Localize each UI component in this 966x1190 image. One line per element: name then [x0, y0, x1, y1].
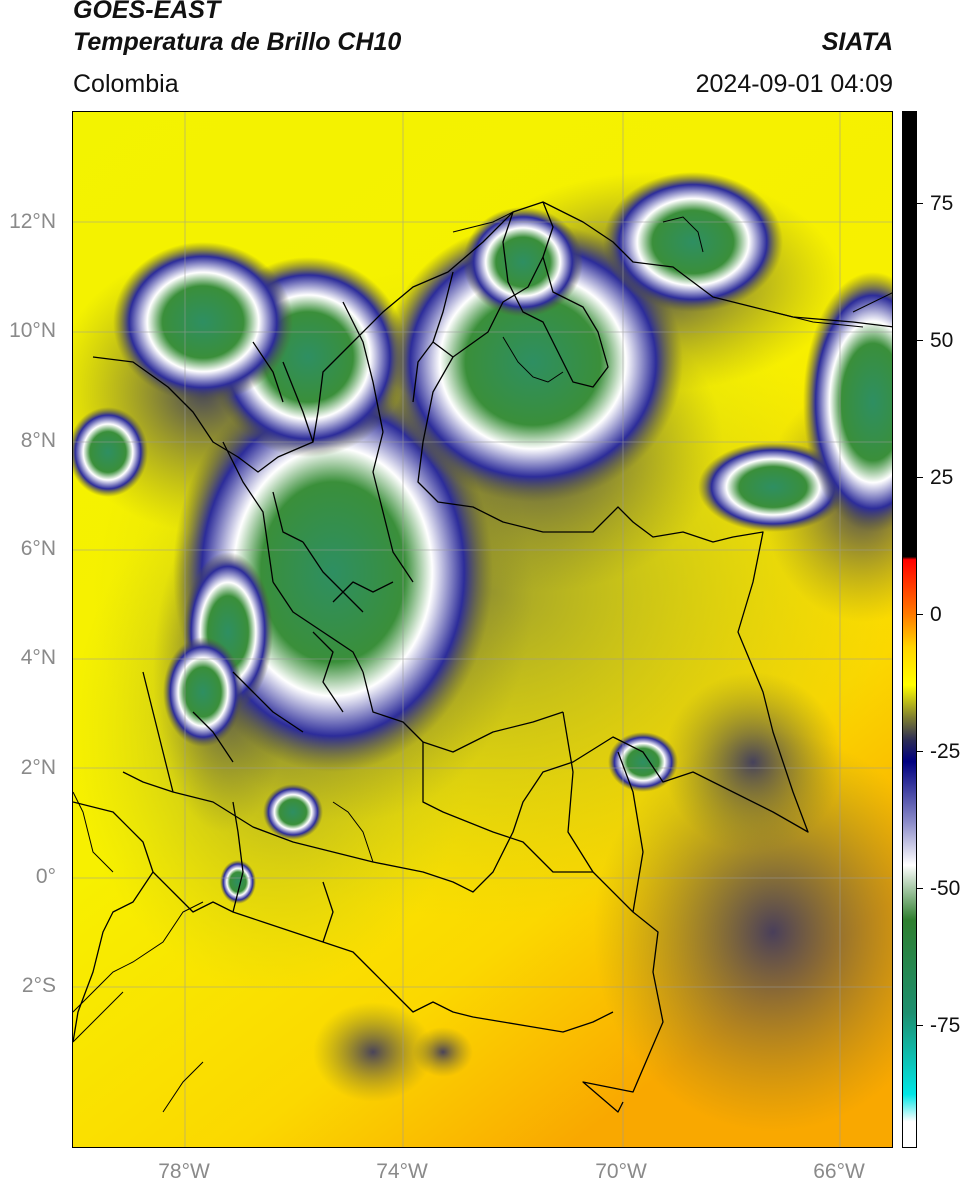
- colorbar-label-25: 25: [930, 466, 954, 489]
- region-label: Colombia: [73, 70, 179, 98]
- colorbar-tick-25: [917, 477, 923, 478]
- lat-label-2n: 2°N: [20, 756, 56, 779]
- satellite-title: GOES-EAST: [73, 0, 221, 24]
- timestamp-label: 2024-09-01 04:09: [695, 70, 893, 98]
- colorbar-tick-75: [917, 203, 923, 204]
- brightness-temperature-map: [72, 111, 893, 1148]
- lon-label-70w: 70°W: [595, 1160, 647, 1183]
- colorbar-tick-50: [917, 340, 923, 341]
- lat-label-10n: 10°N: [9, 319, 56, 342]
- lat-label-12n: 12°N: [9, 210, 56, 233]
- temperature-colorbar: [902, 111, 917, 1148]
- political-boundaries: [73, 201, 892, 1113]
- lat-label-2s: 2°S: [21, 974, 56, 997]
- product-title: Temperatura de Brillo CH10: [73, 28, 402, 56]
- lat-label-4n: 4°N: [20, 646, 56, 669]
- agency-label: SIATA: [821, 28, 893, 56]
- colorbar-tick-m75: [917, 1025, 923, 1026]
- colorbar-label-m25: -25: [930, 740, 961, 763]
- colorbar-label-75: 75: [930, 192, 954, 215]
- colorbar-label-50: 50: [930, 329, 954, 352]
- lat-label-8n: 8°N: [20, 429, 56, 452]
- lat-label-6n: 6°N: [20, 537, 56, 560]
- colorbar-tick-m25: [917, 751, 923, 752]
- colorbar-label-m50: -50: [930, 877, 961, 900]
- graticule: [73, 112, 892, 1147]
- colorbar-tick-0: [917, 614, 923, 615]
- lon-label-66w: 66°W: [813, 1160, 865, 1183]
- lon-label-74w: 74°W: [376, 1160, 428, 1183]
- imagery-layer: [73, 112, 892, 1147]
- colorbar-label-m75: -75: [930, 1014, 961, 1037]
- colorbar-tick-m50: [917, 888, 923, 889]
- lon-label-78w: 78°W: [158, 1160, 210, 1183]
- colorbar-label-0: 0: [930, 603, 942, 626]
- lat-label-equator: 0°: [35, 865, 56, 888]
- coastlines: [73, 211, 892, 1113]
